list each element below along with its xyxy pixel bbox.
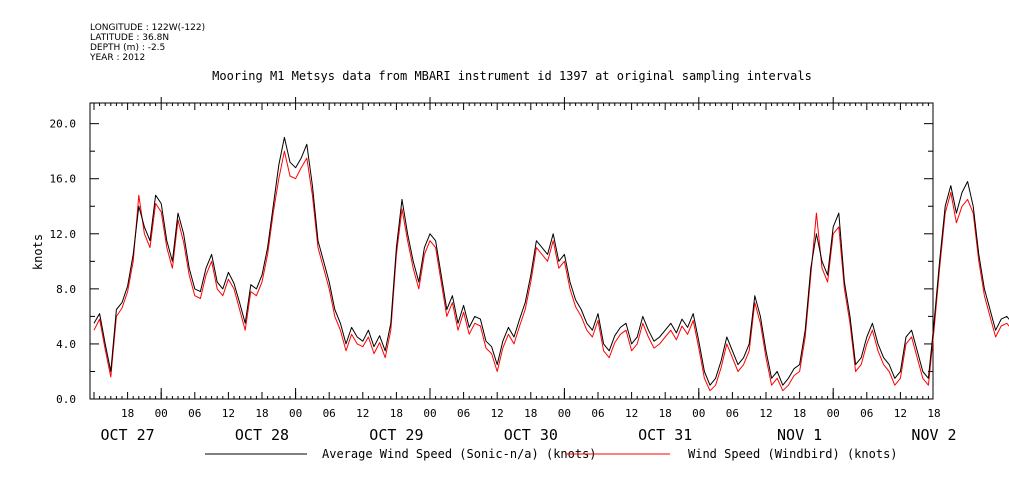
x-hour-label: 12: [625, 407, 638, 420]
x-hour-label: 12: [759, 407, 772, 420]
x-hour-label: 12: [356, 407, 369, 420]
y-tick-label: 0.0: [56, 393, 76, 406]
x-hour-label: 06: [188, 407, 201, 420]
x-hour-label: 18: [524, 407, 537, 420]
x-hour-label: 06: [591, 407, 604, 420]
x-hour-label: 18: [390, 407, 403, 420]
y-tick-label: 4.0: [56, 338, 76, 351]
meta-year: YEAR : 2012: [89, 53, 145, 63]
x-hour-label: 06: [860, 407, 873, 420]
legend: Average Wind Speed (Sonic-n/a) (knots) W…: [205, 447, 898, 461]
plot-frame: [89, 102, 934, 400]
x-hour-label: 18: [793, 407, 806, 420]
meta-latitude: LATITUDE : 36.8N: [90, 33, 169, 43]
x-hour-label: 12: [491, 407, 504, 420]
x-hour-label: 00: [423, 407, 436, 420]
x-hour-label: 18: [927, 407, 940, 420]
x-hour-label: 06: [323, 407, 336, 420]
y-tick-label: 20.0: [50, 118, 77, 131]
meta-longitude: LONGITUDE : 122W(-122): [90, 23, 205, 33]
y-tick-label: 12.0: [50, 228, 77, 241]
x-day-label: NOV 2: [911, 426, 956, 444]
x-hour-label: 18: [255, 407, 268, 420]
x-hour-label: 06: [726, 407, 739, 420]
y-tick-label: 8.0: [56, 283, 76, 296]
data-series: [93, 136, 1009, 392]
x-day-label: OCT 27: [101, 426, 155, 444]
axis-ticks: [90, 97, 933, 400]
series-line-sonic: [93, 136, 1009, 386]
x-day-label: OCT 30: [504, 426, 558, 444]
y-axis-label: knots: [31, 234, 45, 270]
x-hour-label: 00: [692, 407, 705, 420]
x-tick-labels: 18 00 06 12 18 00 06 12 18 00 06 12 18 00 06 12 18 00 06 12…: [101, 407, 957, 444]
y-tick-label: 16.0: [50, 173, 77, 186]
x-hour-label: 00: [289, 407, 302, 420]
x-day-label: OCT 28: [235, 426, 289, 444]
x-day-label: OCT 29: [369, 426, 423, 444]
x-hour-label: 00: [558, 407, 571, 420]
x-hour-label: 18: [659, 407, 672, 420]
legend-label-sonic: Average Wind Speed (Sonic-n/a) (knots): [322, 447, 597, 461]
series-line-windbird: [93, 150, 1009, 392]
x-hour-label: 12: [894, 407, 907, 420]
x-hour-label: 00: [827, 407, 840, 420]
chart-title: Mooring M1 Metsys data from MBARI instru…: [212, 69, 812, 83]
x-day-label: OCT 31: [638, 426, 692, 444]
x-hour-label: 18: [121, 407, 134, 420]
legend-label-windbird: Wind Speed (Windbird) (knots): [688, 447, 898, 461]
y-tick-labels: 0.0 4.0 8.0 12.0 16.0 20.0: [50, 118, 77, 406]
x-hour-label: 06: [457, 407, 470, 420]
x-day-label: NOV 1: [777, 426, 822, 444]
meta-depth: DEPTH (m) : -2.5: [90, 43, 165, 53]
x-hour-label: 12: [222, 407, 235, 420]
metadata-block: LONGITUDE : 122W(-122) LATITUDE : 36.8N …: [89, 23, 205, 63]
x-hour-label: 00: [155, 407, 168, 420]
